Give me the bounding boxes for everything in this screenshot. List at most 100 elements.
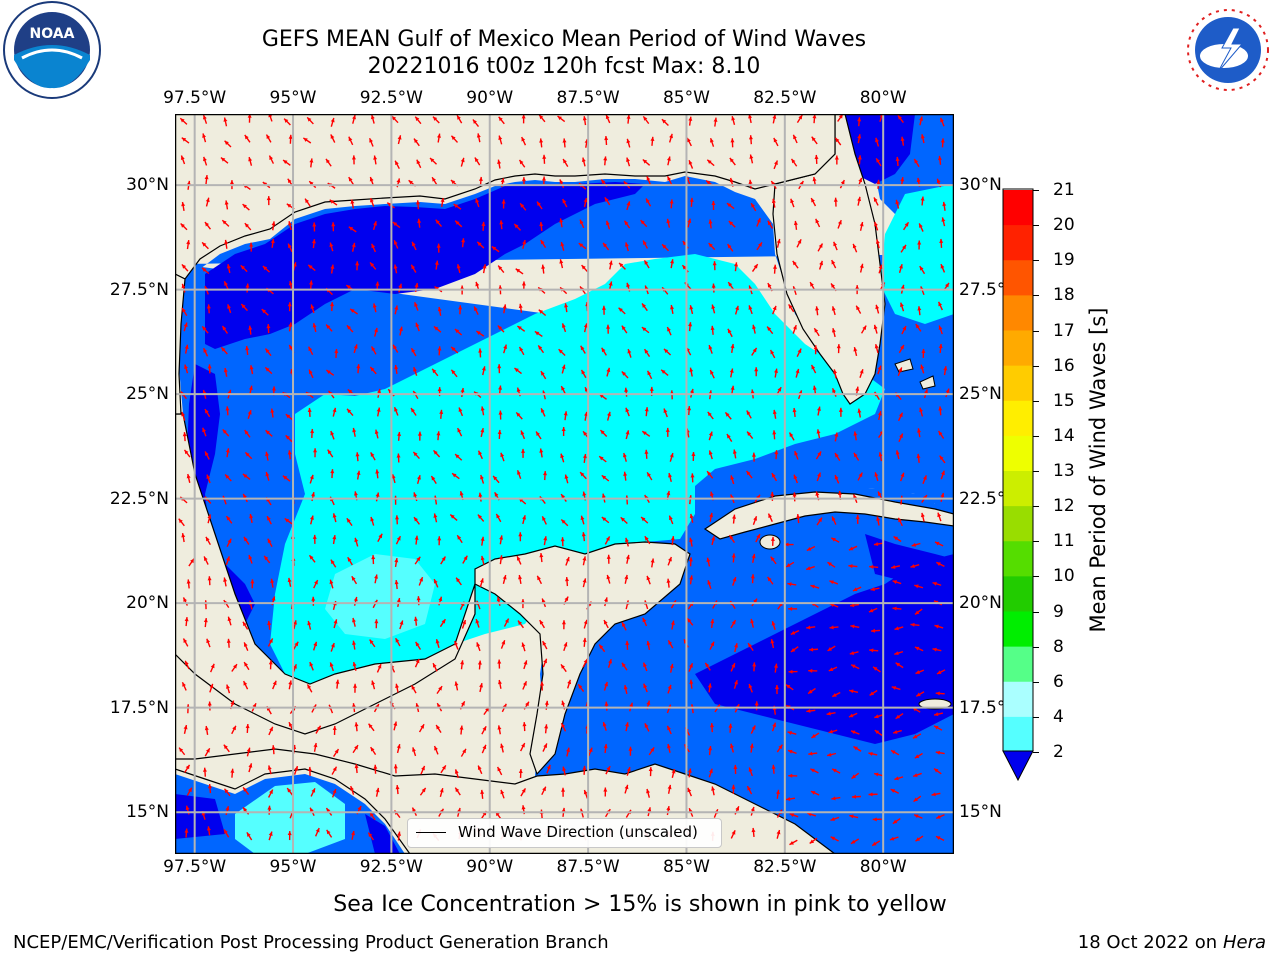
latitude-tick-label: 30°N bbox=[959, 175, 1002, 196]
wave-direction-arrow bbox=[456, 427, 463, 437]
wave-direction-arrow bbox=[563, 411, 568, 421]
wave-direction-arrow bbox=[604, 536, 611, 545]
wave-direction-arrow bbox=[265, 451, 270, 461]
longitude-tick-label: 97.5°W bbox=[163, 88, 227, 108]
wave-direction-arrow bbox=[356, 470, 361, 480]
wave-direction-arrow bbox=[264, 348, 272, 357]
wave-direction-arrow bbox=[182, 638, 189, 647]
wave-direction-arrow bbox=[687, 406, 692, 416]
wave-direction-arrow bbox=[497, 325, 505, 333]
wave-direction-arrow bbox=[910, 564, 920, 569]
wave-direction-arrow bbox=[812, 385, 817, 395]
wave-direction-arrow bbox=[816, 472, 821, 482]
wave-direction-arrow bbox=[440, 764, 447, 774]
wave-direction-arrow bbox=[603, 787, 608, 797]
wave-direction-arrow bbox=[911, 542, 921, 547]
wave-direction-arrow bbox=[792, 407, 797, 418]
wave-direction-arrow bbox=[368, 137, 374, 147]
wave-direction-arrow bbox=[730, 475, 735, 485]
wave-direction-arrow bbox=[666, 156, 671, 166]
wave-direction-arrow bbox=[226, 538, 232, 548]
wave-direction-arrow bbox=[207, 364, 212, 374]
wave-direction-arrow bbox=[369, 366, 377, 375]
wave-direction-arrow bbox=[817, 406, 821, 416]
wave-direction-arrow bbox=[810, 584, 820, 589]
pacific-dark bbox=[175, 794, 400, 854]
wave-direction-arrow bbox=[727, 281, 735, 290]
wave-direction-arrow bbox=[815, 306, 820, 316]
wave-direction-arrow bbox=[475, 198, 480, 208]
wave-direction-arrow bbox=[754, 367, 759, 377]
wave-direction-arrow bbox=[309, 158, 314, 168]
wave-direction-arrow bbox=[477, 514, 485, 522]
wave-direction-arrow bbox=[397, 431, 402, 441]
wave-direction-arrow bbox=[601, 474, 610, 482]
wave-direction-arrow bbox=[560, 537, 565, 547]
wave-direction-arrow bbox=[560, 453, 565, 463]
wave-direction-arrow bbox=[562, 158, 569, 168]
wave-direction-arrow bbox=[707, 411, 714, 420]
colorbar-bin bbox=[1003, 506, 1033, 542]
wave-direction-arrow bbox=[245, 283, 250, 293]
wave-direction-arrow bbox=[461, 238, 466, 248]
wave-direction-arrow bbox=[565, 577, 569, 587]
wave-direction-arrow bbox=[816, 517, 823, 526]
cyan-light-patch bbox=[325, 554, 435, 639]
wave-direction-arrow bbox=[754, 701, 759, 711]
wave-direction-arrow bbox=[788, 606, 798, 611]
wave-direction-arrow bbox=[895, 156, 900, 166]
colorbar-bin bbox=[1003, 260, 1033, 296]
wave-direction-arrow bbox=[756, 242, 763, 251]
wave-direction-arrow bbox=[503, 344, 508, 354]
wave-direction-arrow bbox=[939, 238, 944, 248]
wave-direction-arrow bbox=[750, 202, 757, 212]
wave-direction-arrow bbox=[243, 661, 250, 671]
wave-direction-arrow bbox=[440, 556, 447, 565]
wave-direction-arrow bbox=[541, 786, 547, 796]
wave-direction-arrow bbox=[625, 640, 630, 650]
wave-direction-arrow bbox=[454, 220, 463, 228]
colorbar-bin bbox=[1003, 471, 1033, 507]
wave-direction-arrow bbox=[516, 470, 522, 479]
wave-direction-arrow bbox=[583, 789, 589, 799]
wave-direction-arrow bbox=[709, 137, 715, 147]
wave-direction-arrow bbox=[859, 221, 864, 231]
wave-direction-arrow bbox=[540, 407, 546, 417]
wave-direction-arrow bbox=[453, 203, 462, 210]
wave-direction-arrow bbox=[732, 514, 737, 524]
colorbar-tick-mark bbox=[1033, 752, 1039, 753]
wave-direction-arrow bbox=[942, 201, 947, 211]
wave-direction-arrow bbox=[599, 429, 608, 438]
wave-direction-arrow bbox=[539, 138, 544, 148]
chart-subtitle: 20221016 t00z 120h fcst Max: 8.10 bbox=[367, 54, 761, 79]
wave-direction-arrow bbox=[266, 324, 271, 334]
wave-direction-arrow bbox=[623, 220, 631, 229]
wave-direction-arrow bbox=[811, 136, 818, 145]
wave-direction-arrow bbox=[431, 368, 439, 377]
wave-direction-arrow bbox=[583, 323, 588, 333]
wave-direction-arrow bbox=[785, 684, 794, 691]
wave-direction-arrow bbox=[518, 574, 523, 585]
wave-direction-arrow bbox=[414, 658, 420, 668]
wave-direction-arrow bbox=[772, 430, 777, 440]
colorbar-tick-label: 20 bbox=[1053, 215, 1075, 236]
wave-direction-arrow bbox=[771, 472, 778, 482]
wave-direction-arrow bbox=[809, 837, 818, 845]
wave-direction-arrow bbox=[894, 776, 904, 781]
wave-direction-arrow bbox=[582, 556, 587, 566]
wave-direction-arrow bbox=[938, 325, 943, 335]
wave-direction-arrow bbox=[331, 222, 336, 232]
wave-direction-arrow bbox=[270, 408, 275, 418]
legend-label: Wind Wave Direction (unscaled) bbox=[458, 823, 698, 841]
wave-direction-arrow bbox=[523, 660, 528, 670]
wave-direction-arrow bbox=[666, 743, 671, 753]
wave-direction-arrow bbox=[644, 449, 649, 459]
wave-direction-arrow bbox=[646, 640, 651, 650]
colorbar-tick-mark bbox=[1033, 295, 1039, 297]
wave-direction-arrow bbox=[223, 367, 228, 377]
wave-direction-arrow bbox=[875, 239, 880, 249]
wave-direction-arrow bbox=[480, 789, 485, 799]
wave-direction-arrow bbox=[850, 624, 860, 629]
colorbar-bin bbox=[1003, 541, 1033, 577]
wave-direction-arrow bbox=[910, 622, 920, 627]
